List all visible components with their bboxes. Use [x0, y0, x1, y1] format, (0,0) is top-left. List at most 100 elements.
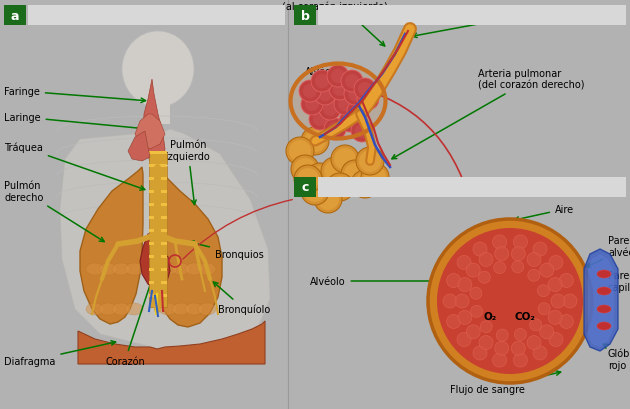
Circle shape: [493, 235, 507, 249]
Circle shape: [358, 83, 372, 97]
Circle shape: [512, 247, 525, 261]
Text: Bronquíolo: Bronquíolo: [413, 13, 542, 38]
Bar: [149, 154, 167, 164]
Circle shape: [493, 353, 507, 367]
Ellipse shape: [172, 303, 190, 315]
Bar: [149, 245, 167, 255]
Circle shape: [458, 311, 472, 325]
Circle shape: [514, 329, 526, 341]
Bar: [149, 204, 167, 207]
Bar: [149, 191, 167, 193]
Circle shape: [473, 243, 487, 256]
Circle shape: [496, 329, 508, 341]
Ellipse shape: [597, 322, 611, 330]
Bar: [149, 178, 167, 180]
Circle shape: [447, 315, 461, 329]
Text: Bronquíolo: Bronquíolo: [214, 282, 270, 315]
Circle shape: [479, 336, 493, 350]
Bar: [149, 281, 167, 284]
Circle shape: [512, 261, 524, 273]
Circle shape: [457, 333, 471, 347]
Circle shape: [551, 294, 565, 308]
Circle shape: [341, 71, 363, 93]
Circle shape: [301, 128, 329, 155]
Bar: [318, 6, 626, 26]
Circle shape: [533, 346, 547, 360]
Circle shape: [291, 155, 319, 184]
Circle shape: [344, 84, 366, 106]
Circle shape: [299, 81, 321, 103]
Circle shape: [354, 173, 376, 196]
Bar: [149, 152, 167, 155]
Ellipse shape: [125, 263, 143, 275]
Circle shape: [548, 311, 562, 325]
Ellipse shape: [99, 303, 117, 315]
Ellipse shape: [125, 303, 143, 315]
Circle shape: [351, 105, 365, 119]
Ellipse shape: [198, 263, 216, 275]
Circle shape: [304, 180, 326, 202]
Circle shape: [457, 256, 471, 270]
Circle shape: [533, 243, 547, 256]
Bar: [149, 296, 167, 307]
Circle shape: [304, 131, 326, 153]
Circle shape: [447, 274, 461, 288]
Circle shape: [537, 285, 549, 297]
Circle shape: [528, 270, 540, 282]
Bar: [149, 193, 167, 204]
Circle shape: [327, 66, 349, 88]
Circle shape: [494, 262, 506, 274]
Text: CO₂: CO₂: [515, 311, 535, 321]
Bar: [149, 270, 167, 281]
Circle shape: [559, 315, 573, 329]
Circle shape: [428, 220, 592, 383]
Text: Vena pulmonar
(al corazón izquierdo): Vena pulmonar (al corazón izquierdo): [282, 0, 388, 47]
Ellipse shape: [99, 263, 117, 275]
Text: Diafragma: Diafragma: [4, 341, 116, 366]
Text: Corazón: Corazón: [105, 269, 156, 366]
Circle shape: [315, 75, 329, 89]
Circle shape: [361, 164, 389, 191]
Circle shape: [319, 99, 341, 121]
Circle shape: [361, 93, 375, 107]
Ellipse shape: [198, 303, 216, 315]
Circle shape: [305, 98, 319, 112]
Circle shape: [359, 151, 381, 173]
Circle shape: [348, 88, 362, 102]
Circle shape: [512, 342, 525, 355]
Circle shape: [286, 138, 314, 166]
Circle shape: [313, 113, 327, 127]
Circle shape: [351, 171, 379, 198]
Circle shape: [331, 70, 345, 84]
Bar: [149, 243, 167, 245]
Circle shape: [473, 346, 487, 360]
Circle shape: [343, 115, 357, 129]
Circle shape: [334, 148, 356, 171]
Text: Arteria pulmonar
(del corazón derecho): Arteria pulmonar (del corazón derecho): [392, 69, 585, 160]
Text: Faringe: Faringe: [4, 87, 146, 103]
Polygon shape: [143, 80, 165, 164]
Text: Flujo de sangre: Flujo de sangre: [450, 371, 561, 394]
Text: Tráquea: Tráquea: [4, 142, 145, 191]
Circle shape: [297, 169, 319, 191]
Circle shape: [478, 272, 490, 283]
Circle shape: [321, 157, 349, 186]
Polygon shape: [135, 115, 165, 150]
Circle shape: [549, 256, 563, 270]
Circle shape: [530, 319, 542, 331]
Circle shape: [495, 342, 508, 355]
Circle shape: [289, 141, 311, 163]
Circle shape: [329, 79, 351, 101]
Ellipse shape: [159, 303, 177, 315]
Circle shape: [318, 88, 332, 102]
Circle shape: [538, 303, 550, 315]
Circle shape: [354, 79, 376, 101]
Text: Pulmón
izquierdo: Pulmón izquierdo: [166, 140, 210, 205]
Circle shape: [479, 253, 493, 267]
Circle shape: [437, 229, 583, 374]
Bar: [149, 216, 167, 220]
Circle shape: [356, 148, 384, 175]
Circle shape: [324, 161, 346, 182]
Polygon shape: [128, 132, 150, 162]
Bar: [149, 164, 167, 168]
